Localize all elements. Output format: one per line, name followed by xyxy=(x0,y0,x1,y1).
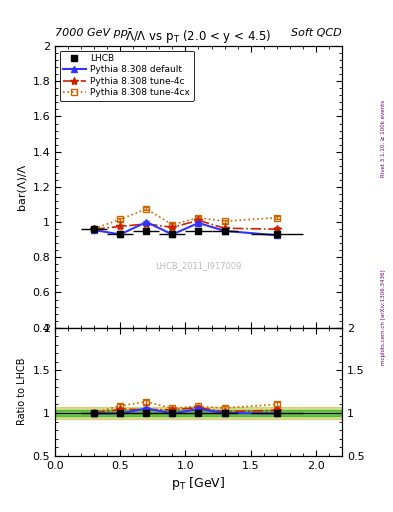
Text: 7000 GeV pp: 7000 GeV pp xyxy=(55,28,128,38)
Legend: LHCB, Pythia 8.308 default, Pythia 8.308 tune-4c, Pythia 8.308 tune-4cx: LHCB, Pythia 8.308 default, Pythia 8.308… xyxy=(59,51,194,100)
X-axis label: p$_{\mathrm{T}}$ [GeV]: p$_{\mathrm{T}}$ [GeV] xyxy=(171,475,226,492)
Text: LHCB_2011_I917009: LHCB_2011_I917009 xyxy=(155,261,242,270)
Text: Rivet 3.1.10, ≥ 100k events: Rivet 3.1.10, ≥ 100k events xyxy=(381,100,386,177)
Bar xyxy=(55,407,342,419)
Text: mcplots.cern.ch [arXiv:1306.3436]: mcplots.cern.ch [arXiv:1306.3436] xyxy=(381,270,386,365)
Text: Soft QCD: Soft QCD xyxy=(291,28,342,38)
Title: $\bar{\Lambda}/\Lambda$ vs p$_{\mathrm{T}}$ (2.0 < y < 4.5): $\bar{\Lambda}/\Lambda$ vs p$_{\mathrm{T… xyxy=(125,27,272,46)
Bar xyxy=(55,410,342,416)
Y-axis label: Ratio to LHCB: Ratio to LHCB xyxy=(17,358,27,425)
Y-axis label: bar(Λ)/Λ: bar(Λ)/Λ xyxy=(17,164,27,210)
